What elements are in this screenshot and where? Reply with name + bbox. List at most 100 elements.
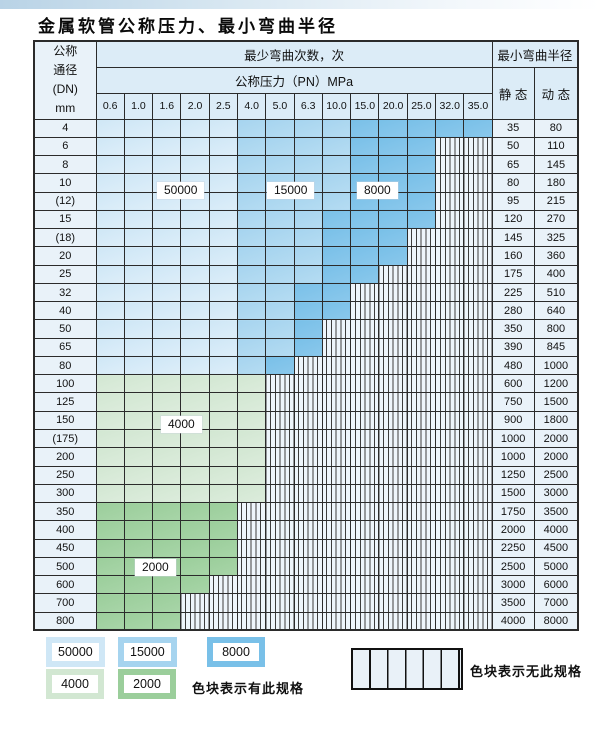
no-spec-cell [435, 301, 465, 321]
dn-label: 40 [33, 301, 97, 321]
cycles-8000-cell [378, 228, 408, 248]
cycles-50000-cell [95, 301, 125, 321]
cycles-50000-cell [95, 319, 125, 339]
cycles-4000-cell [95, 447, 125, 467]
table-row: 32 225 510 [33, 282, 579, 303]
no-spec-cell [378, 483, 408, 504]
dn-label: 4 [33, 118, 97, 138]
no-spec-cell [463, 246, 493, 266]
no-spec-cell [406, 319, 437, 339]
no-spec-cell [463, 173, 493, 193]
static-radius-value: 600 [491, 374, 535, 394]
legend-swatch-50000: 50000 [46, 637, 105, 667]
corner-line: (DN) [52, 82, 78, 97]
cycles-4000-cell [208, 465, 238, 485]
cycles-50000-cell [180, 228, 210, 248]
pressure-value-header: 32.0 [435, 92, 465, 120]
cycles-4000-cell [95, 483, 125, 504]
dn-label: 700 [33, 593, 97, 613]
cycles-15000-cell [236, 209, 267, 230]
no-spec-cell [378, 319, 408, 339]
no-spec-cell [293, 556, 323, 577]
dn-label: 400 [33, 520, 97, 540]
table-row: 150 900 1800 [33, 410, 579, 431]
no-spec-cell [293, 447, 323, 467]
cycles-4000-cell [95, 410, 125, 431]
no-spec-cell [350, 282, 380, 303]
cycles-50000-cell [180, 209, 210, 230]
cycles-15000-cell [236, 136, 267, 157]
no-spec-cell [378, 337, 408, 357]
table-row: 15 120 270 [33, 209, 579, 230]
no-spec-cell [435, 429, 465, 449]
cycles-8000-cell [463, 118, 493, 138]
dynamic-radius-value: 1800 [533, 410, 579, 431]
cycles-50000-cell [95, 355, 125, 376]
cycles-15000-cell [293, 136, 323, 157]
cycles-8000-cell [406, 209, 437, 230]
cycles-50000-cell [95, 337, 125, 357]
cycles-4000-cell [208, 392, 238, 412]
no-spec-cell [435, 483, 465, 504]
cycles-2000-cell [180, 520, 210, 540]
no-spec-cell [406, 465, 437, 485]
cycles-4000-cell [152, 447, 182, 467]
dn-label: 65 [33, 337, 97, 357]
static-radius-value: 4000 [491, 611, 535, 631]
no-spec-cell [265, 502, 295, 522]
table-row: 200 1000 2000 [33, 447, 579, 467]
pressure-value-header: 5.0 [265, 92, 295, 120]
cycles-50000-cell [123, 173, 154, 193]
cycles-50000-cell [123, 301, 154, 321]
no-spec-cell [435, 155, 465, 175]
no-spec-cell [236, 502, 267, 522]
no-spec-cell [350, 575, 380, 595]
dn-label: 250 [33, 465, 97, 485]
no-spec-cell [350, 337, 380, 357]
cycles-2000-cell [152, 593, 182, 613]
dn-label: 500 [33, 556, 97, 577]
cycles-15000-cell [293, 264, 323, 284]
no-spec-cell [378, 611, 408, 631]
cycles-50000-cell [95, 228, 125, 248]
no-spec-cell [350, 593, 380, 613]
static-radius-value: 1000 [491, 447, 535, 467]
cycles-8000-cell [350, 136, 380, 157]
cycles-2000-cell [180, 556, 210, 577]
no-spec-cell [265, 575, 295, 595]
dynamic-radius-value: 215 [533, 191, 579, 211]
cycles-8000-cell [378, 209, 408, 230]
static-radius-value: 2250 [491, 538, 535, 558]
dynamic-radius-value: 3000 [533, 483, 579, 504]
no-spec-cell [378, 502, 408, 522]
legend-no-spec-swatch [351, 648, 463, 690]
cycles-50000-cell [152, 228, 182, 248]
no-spec-cell [265, 374, 295, 394]
cycles-2000-cell [152, 520, 182, 540]
cycles-8000-cell [350, 155, 380, 175]
no-spec-cell [435, 355, 465, 376]
pressure-value-header: 10.0 [321, 92, 352, 120]
cycles-8000-cell [406, 118, 437, 138]
cycles-50000-cell [208, 337, 238, 357]
cycles-50000-cell [95, 118, 125, 138]
region-label-50000: 50000 [157, 182, 205, 199]
cycles-15000-cell [265, 282, 295, 303]
cycles-2000-cell [123, 538, 154, 558]
cycles-8000-cell [406, 155, 437, 175]
static-radius-value: 390 [491, 337, 535, 357]
no-spec-cell [406, 337, 437, 357]
no-spec-cell [463, 593, 493, 613]
no-spec-cell [463, 502, 493, 522]
table-row: 20 160 360 [33, 246, 579, 266]
static-radius-value: 1750 [491, 502, 535, 522]
cycles-8000-cell [378, 136, 408, 157]
cycles-4000-cell [236, 447, 267, 467]
no-spec-cell [378, 465, 408, 485]
cycles-50000-cell [152, 319, 182, 339]
cycles-4000-cell [236, 483, 267, 504]
cycles-4000-cell [123, 429, 154, 449]
no-spec-cell [293, 429, 323, 449]
no-spec-cell [378, 538, 408, 558]
cycles-15000-cell [236, 118, 267, 138]
